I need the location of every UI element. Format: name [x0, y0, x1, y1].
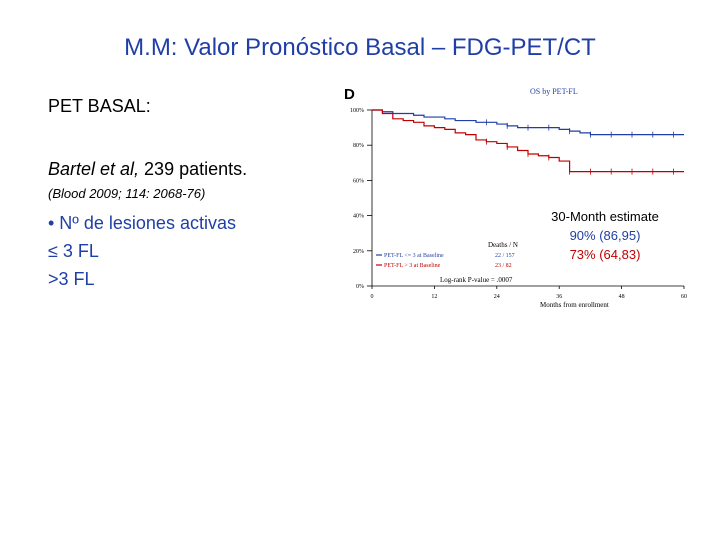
series-line-2 [372, 109, 684, 173]
group-low-label: ≤ 3 FL [48, 241, 99, 261]
y-tick-label: 80% [353, 143, 364, 149]
survival-chart-svg: D OS by PET-FL 0% 20% 40% 60% 80% 100% 0 12 24 3… [344, 86, 687, 309]
y-tick-label: 0% [356, 284, 364, 290]
study-patients: 239 patients. [139, 159, 248, 179]
left-text-panel: PET BASAL: Bartel et al, 239 patients. (… [48, 96, 338, 293]
legend: PET-FL <= 3 at Baseline 22 / 157 PET-FL > … [376, 253, 515, 269]
estimate-high: 73% (64,83) [569, 247, 641, 262]
x-tick-label: 0 [371, 294, 374, 300]
x-tick-label: 24 [494, 294, 500, 300]
pvalue-text: Log-rank P-value = .0007 [440, 276, 513, 284]
x-tick-label: 48 [619, 294, 625, 300]
study-authors: Bartel et al, [48, 159, 140, 179]
legend-label: PET-FL > 3 at Baseline [384, 263, 441, 269]
legend-deaths: 22 / 157 [495, 253, 515, 259]
y-tick-label: 60% [353, 178, 364, 184]
citation: (Blood 2009; 114: 2068-76) [48, 186, 206, 201]
x-tick-label: 36 [556, 294, 562, 300]
series-lines [372, 109, 684, 175]
x-tick-label: 60 [681, 294, 687, 300]
panel-label: D [344, 86, 355, 103]
x-ticks: 0 12 24 36 48 60 [371, 286, 687, 300]
legend-header: Deaths / N [488, 241, 518, 249]
y-tick-label: 20% [353, 249, 364, 255]
y-ticks: 0% 20% 40% 60% 80% 100% [350, 108, 372, 290]
x-tick-label: 12 [431, 294, 437, 300]
pet-basal-heading: PET BASAL: [48, 96, 151, 116]
legend-label: PET-FL <= 3 at Baseline [384, 253, 444, 259]
estimate-box: 30-Month estimate 90% (86,95) 73% (64,83… [535, 207, 675, 264]
estimate-low: 90% (86,95) [569, 228, 641, 243]
slide-title: M.M: Valor Pronóstico Basal – FDG-PET/CT [124, 34, 596, 61]
study-line: Bartel et al, 239 patients. [48, 159, 338, 180]
estimate-header: 30-Month estimate [551, 209, 659, 224]
chart-title: OS by PET-FL [530, 87, 578, 96]
x-axis-label: Months from enrollment [540, 301, 609, 309]
y-tick-label: 100% [350, 108, 364, 114]
group-high-label: >3 FL [48, 269, 95, 289]
bullet-lesions: • Nº de lesiones activas [48, 213, 236, 233]
survival-chart: D OS by PET-FL 0% 20% 40% 60% 80% 100% 0 12 24 3… [330, 82, 700, 322]
legend-deaths: 23 / 82 [495, 263, 512, 269]
y-tick-label: 40% [353, 214, 364, 220]
